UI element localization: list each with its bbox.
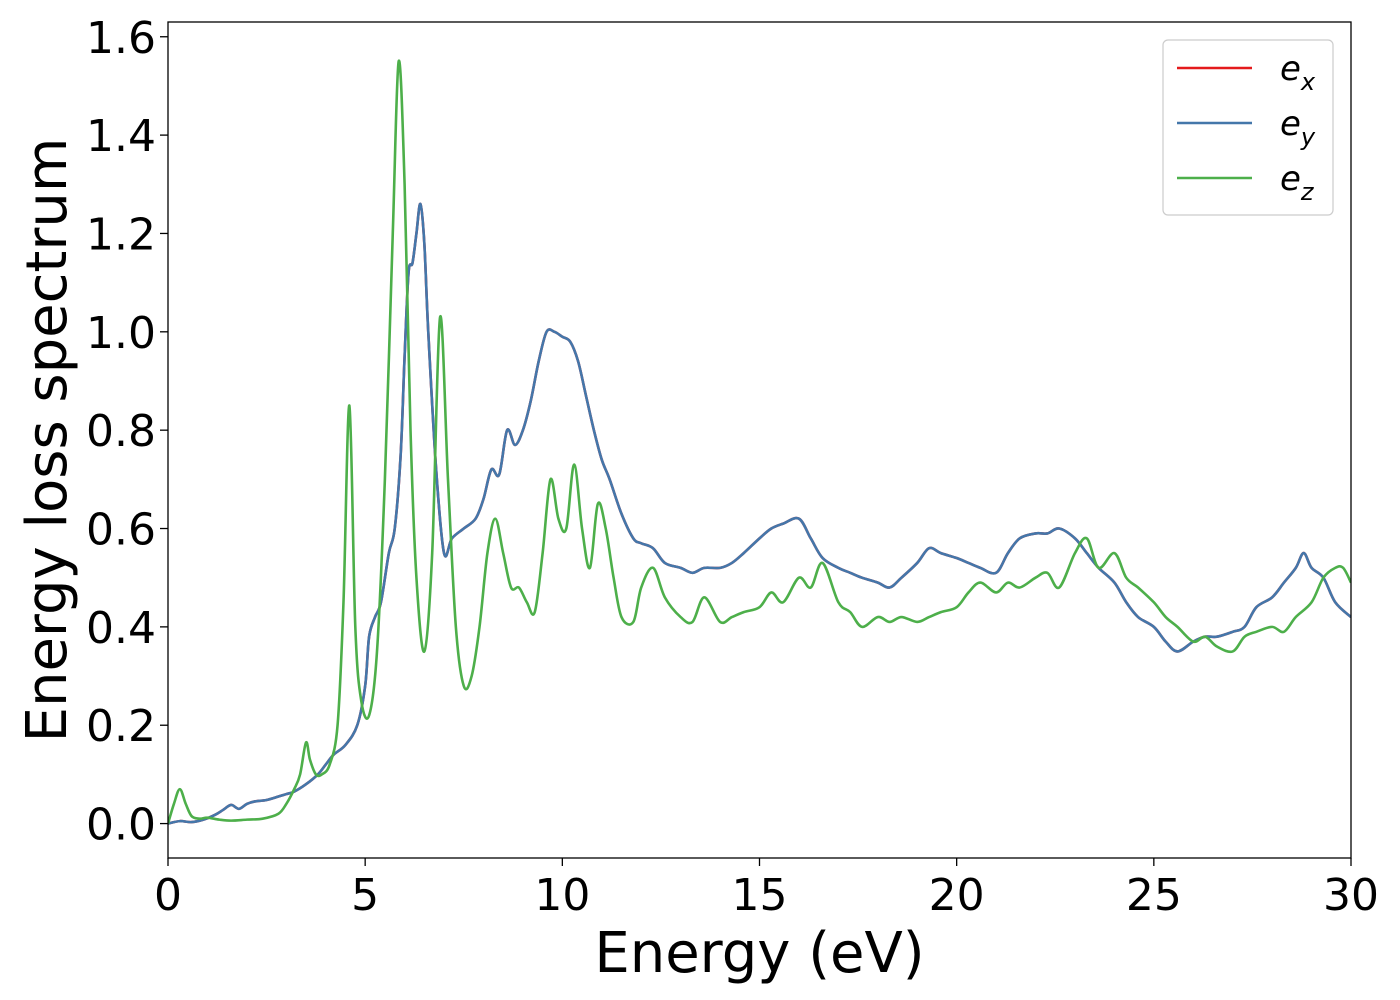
x-tick-label: 5 xyxy=(351,870,379,921)
y-tick-label: 1.4 xyxy=(86,111,156,162)
series-layer xyxy=(168,59,1351,825)
y-tick-label: 0.8 xyxy=(86,406,156,457)
legend-label-x: ex xyxy=(1280,49,1316,96)
plot-frame xyxy=(167,21,1352,859)
y-tick-label: 1.2 xyxy=(86,209,156,260)
y-tick-label: 0.6 xyxy=(86,505,156,556)
legend: ex ey ez xyxy=(1162,39,1334,216)
x-axis-ticks: 0 5 10 15 20 25 30 xyxy=(154,858,1379,921)
legend-label-z: ez xyxy=(1280,159,1315,206)
x-tick-label: 20 xyxy=(929,870,985,921)
y-tick-label: 0.4 xyxy=(86,603,156,654)
x-tick-label: 0 xyxy=(154,870,182,921)
x-tick-label: 10 xyxy=(534,870,590,921)
x-axis-label: Energy (eV) xyxy=(594,921,924,986)
y-tick-label: 1.6 xyxy=(86,13,156,64)
legend-items: ex ey ez xyxy=(1177,49,1316,206)
y-tick-label: 0.2 xyxy=(86,701,156,752)
y-axis-label: Energy loss spectrum xyxy=(15,138,80,743)
x-tick-label: 15 xyxy=(732,870,788,921)
y-tick-label: 1.0 xyxy=(86,308,156,359)
x-tick-label: 30 xyxy=(1323,870,1379,921)
series-line-y xyxy=(168,202,1351,825)
legend-box xyxy=(1162,39,1334,216)
legend-label-y: ey xyxy=(1280,104,1316,151)
x-tick-label: 25 xyxy=(1126,870,1182,921)
series-line-z xyxy=(168,59,1351,824)
y-axis-ticks: 0.0 0.2 0.4 0.6 0.8 1.0 1.2 1.4 1.6 xyxy=(86,13,168,851)
y-tick-label: 0.0 xyxy=(86,800,156,851)
